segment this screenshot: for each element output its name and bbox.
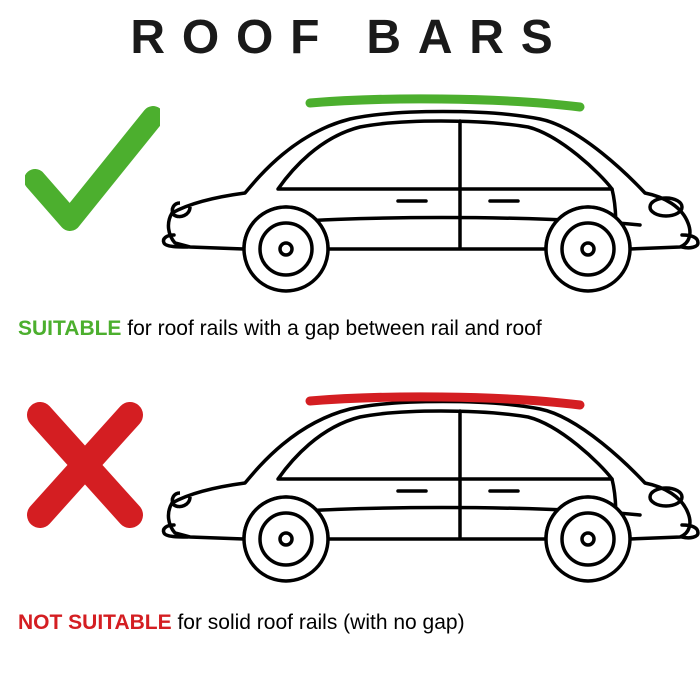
suitable-row: SUITABLE for roof rails with a gap betwe… — [0, 65, 700, 345]
suitable-status: SUITABLE — [18, 317, 121, 340]
suitable-rest: for roof rails with a gap between rail a… — [121, 317, 541, 340]
car-unsuitable — [160, 375, 700, 610]
unsuitable-status: NOT SUITABLE — [18, 611, 172, 634]
suitable-caption: SUITABLE for roof rails with a gap betwe… — [18, 317, 700, 341]
cross-icon — [25, 400, 145, 535]
unsuitable-rest: for solid roof rails (with no gap) — [172, 611, 465, 634]
page-title: ROOF BARS — [0, 0, 700, 65]
unsuitable-caption: NOT SUITABLE for solid roof rails (with … — [18, 611, 700, 635]
unsuitable-row: NOT SUITABLE for solid roof rails (with … — [0, 345, 700, 645]
checkmark-icon — [25, 105, 160, 245]
car-suitable — [160, 85, 700, 320]
